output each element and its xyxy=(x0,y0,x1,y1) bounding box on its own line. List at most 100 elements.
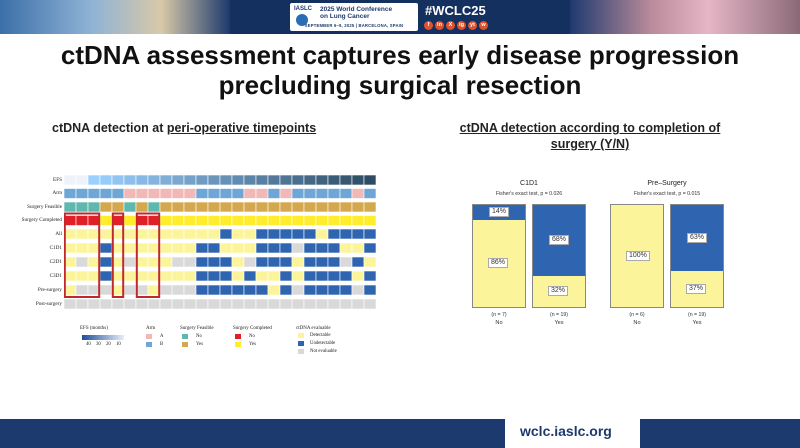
completed-cell xyxy=(99,215,113,226)
bar-label-undetectable: 68% xyxy=(549,235,570,246)
ctdna-cell xyxy=(255,298,269,310)
ctdna-cell xyxy=(231,270,245,282)
feasible-cell xyxy=(315,201,329,213)
legend-ctdna-swatch xyxy=(298,341,304,346)
feasible-cell xyxy=(195,201,209,213)
feasible-cell xyxy=(267,201,281,213)
wclc-logo-icon xyxy=(296,14,308,26)
ctdna-cell xyxy=(291,256,305,268)
bar-column xyxy=(532,204,586,308)
ctdna-cell xyxy=(147,228,161,240)
efs-cell xyxy=(243,175,257,186)
ctdna-cell xyxy=(255,270,269,282)
legend-ctdna-item: Detectable xyxy=(310,333,331,338)
ctdna-cell xyxy=(243,256,257,268)
banner-photo-right xyxy=(570,0,800,34)
efs-cell xyxy=(363,175,376,186)
ctdna-cell xyxy=(207,228,221,240)
social-icon-5[interactable]: w xyxy=(479,21,488,30)
ctdna-cell xyxy=(363,284,376,296)
social-icon-4[interactable]: yt xyxy=(468,21,477,30)
social-icon-3[interactable]: ig xyxy=(457,21,466,30)
efs-cell xyxy=(231,175,245,186)
ctdna-cell xyxy=(75,284,89,296)
efs-cell xyxy=(123,175,137,186)
ctdna-cell xyxy=(219,284,233,296)
legend-ctdna-item: Undetectable xyxy=(310,341,336,346)
ctdna-cell xyxy=(327,256,341,268)
legend-completed-yes-swatch xyxy=(235,342,241,347)
ctdna-cell xyxy=(303,256,317,268)
ctdna-cell xyxy=(87,284,101,296)
ctdna-cell xyxy=(99,256,113,268)
legend-efs-tick: 30 xyxy=(96,342,101,347)
slide-title: ctDNA assessment captures early disease … xyxy=(20,40,780,100)
completed-cell xyxy=(195,215,209,226)
social-icon-0[interactable]: f xyxy=(424,21,433,30)
ctdna-cell xyxy=(87,228,101,240)
ctdna-cell xyxy=(327,228,341,240)
arm-cell xyxy=(99,188,113,199)
efs-cell xyxy=(207,175,221,186)
feasible-cell xyxy=(75,201,89,213)
ctdna-cell xyxy=(363,228,376,240)
feasible-cell xyxy=(147,201,161,213)
ctdna-cell xyxy=(219,228,233,240)
efs-cell xyxy=(339,175,353,186)
ctdna-cell xyxy=(171,284,185,296)
completed-cell xyxy=(171,215,185,226)
ctdna-cell xyxy=(243,298,257,310)
ctdna-cell xyxy=(351,284,365,296)
footer-url[interactable]: wclc.iaslc.org xyxy=(520,423,612,439)
arm-cell xyxy=(171,188,185,199)
ctdna-cell xyxy=(111,270,125,282)
arm-cell xyxy=(339,188,353,199)
legend-ctdna-title: ctDNA evaluable xyxy=(296,326,331,331)
bar-count: (n = 7) xyxy=(491,312,507,318)
legend-efs-title: EFS (months) xyxy=(80,326,108,331)
feasible-cell xyxy=(64,201,77,213)
heatmap-row-label: Surgery Completed xyxy=(21,217,62,223)
ctdna-cell xyxy=(255,284,269,296)
ctdna-cell xyxy=(315,242,329,254)
ctdna-cell xyxy=(159,256,173,268)
bar-count: (n = 19) xyxy=(687,312,707,318)
efs-cell xyxy=(255,175,269,186)
completed-cell xyxy=(111,215,125,226)
social-icon-2[interactable]: X xyxy=(446,21,455,30)
completed-cell xyxy=(303,215,317,226)
ctdna-cell xyxy=(159,242,173,254)
feasible-cell xyxy=(219,201,233,213)
ctdna-cell xyxy=(315,284,329,296)
left-heading: ctDNA detection at peri-operative timepo… xyxy=(52,121,316,135)
arm-cell xyxy=(183,188,197,199)
ctdna-cell xyxy=(255,256,269,268)
ctdna-cell xyxy=(75,298,89,310)
completed-cell xyxy=(255,215,269,226)
ctdna-cell xyxy=(243,242,257,254)
ctdna-cell xyxy=(339,270,353,282)
top-banner: IASLC 2025 World Conference on Lung Canc… xyxy=(0,0,800,34)
iaslc-logo: IASLC xyxy=(294,6,312,12)
ctdna-cell xyxy=(339,298,353,310)
arm-cell xyxy=(243,188,257,199)
efs-cell xyxy=(87,175,101,186)
arm-cell xyxy=(303,188,317,199)
footer: wclc.iaslc.org xyxy=(0,419,800,448)
conference-dates: SEPTEMBER 6–9, 2025 | BARCELONA, SPAIN xyxy=(304,23,404,28)
efs-cell xyxy=(219,175,233,186)
bar-panel-subtitle: Fisher's exact test, p = 0.015 xyxy=(633,191,701,197)
ctdna-cell xyxy=(219,270,233,282)
ctdna-cell xyxy=(195,256,209,268)
ctdna-cell xyxy=(243,228,257,240)
ctdna-cell xyxy=(207,298,221,310)
feasible-cell xyxy=(339,201,353,213)
ctdna-cell xyxy=(363,298,376,310)
social-icon-1[interactable]: in xyxy=(435,21,444,30)
bar-label-detectable: 32% xyxy=(548,286,569,297)
efs-cell xyxy=(291,175,305,186)
ctdna-cell xyxy=(123,284,137,296)
bar-panel-title: Pre–Surgery xyxy=(647,180,687,187)
ctdna-cell xyxy=(339,256,353,268)
ctdna-cell xyxy=(279,298,293,310)
